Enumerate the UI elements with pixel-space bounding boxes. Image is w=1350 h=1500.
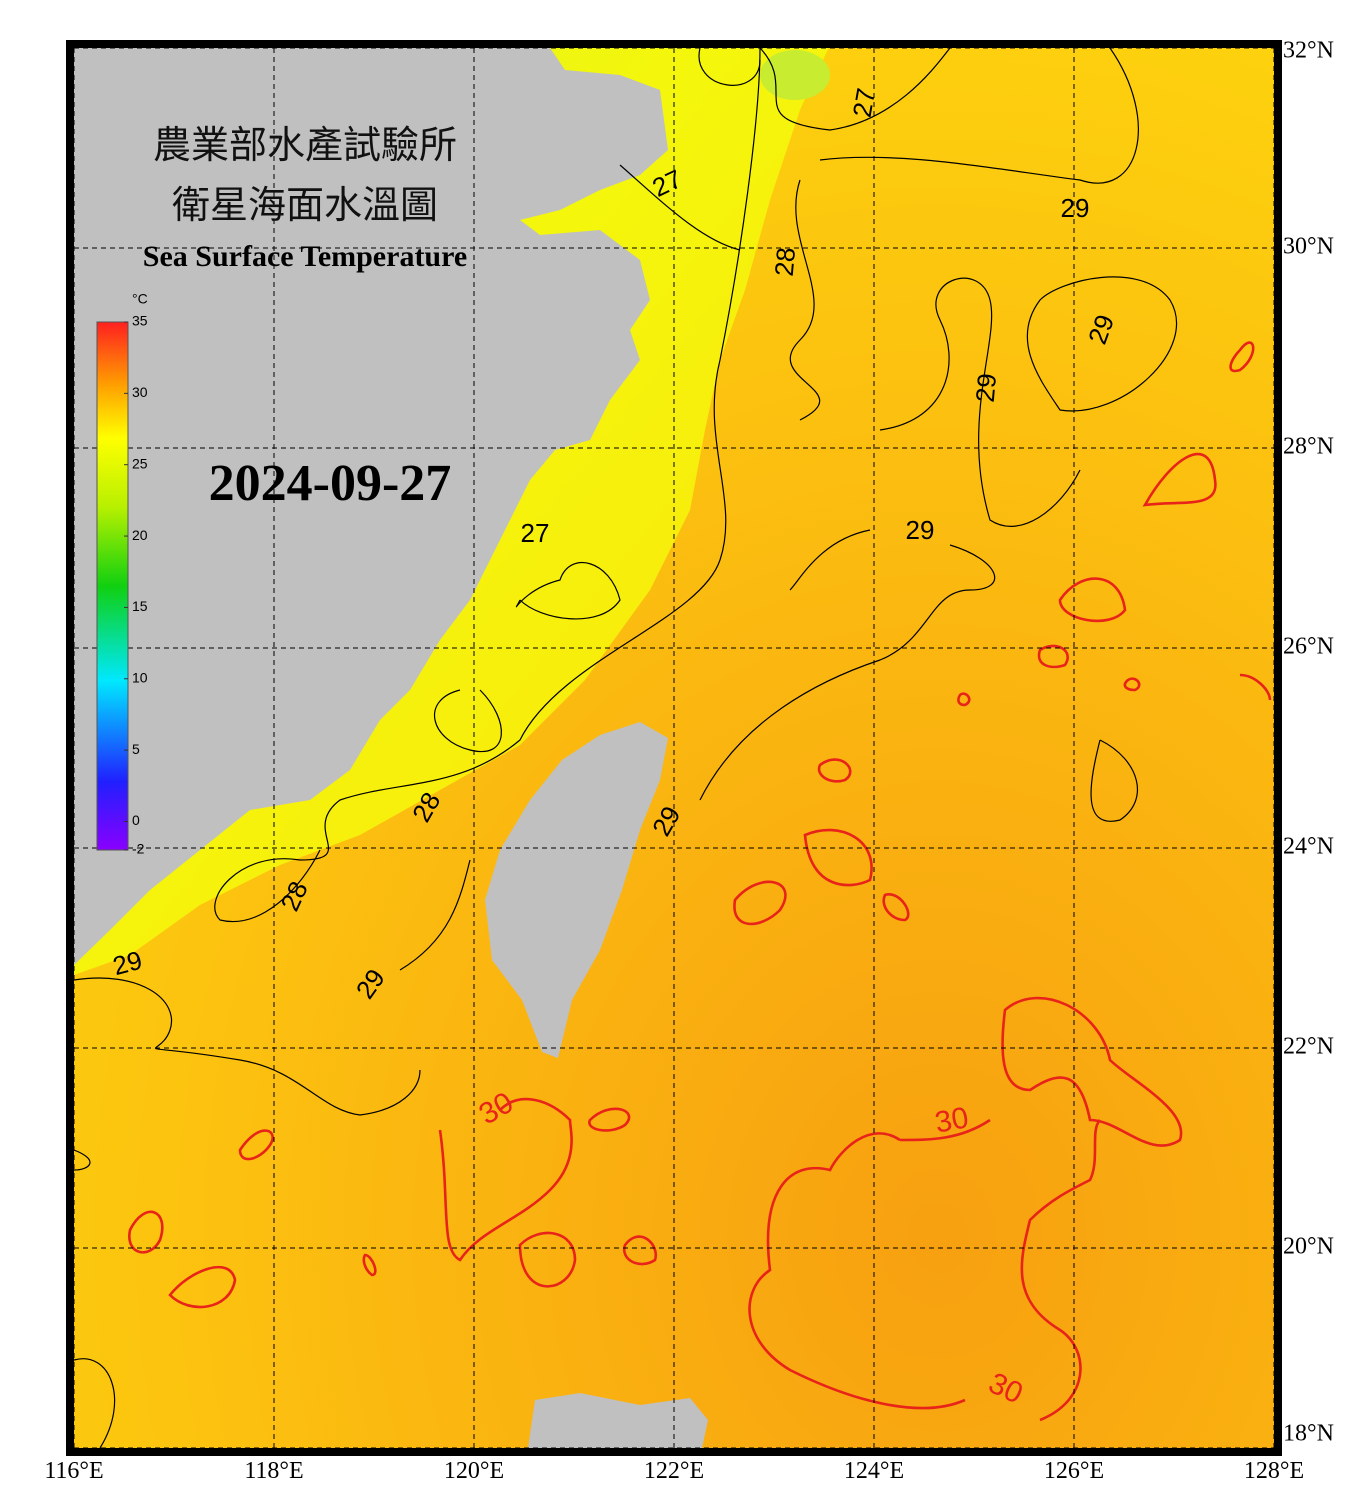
colorbar-tick-label: 25 — [132, 455, 148, 471]
title-en: Sea Surface Temperature — [143, 240, 467, 273]
contour-label: 27 — [847, 86, 882, 120]
lon-label: 116°E — [44, 1458, 103, 1484]
contour-label: 27 — [521, 518, 550, 548]
graticule — [74, 48, 1274, 1448]
contours-red — [128, 341, 1272, 1422]
colorbar-ticks: 35 30 25 20 15 10 5 0 -2 — [124, 313, 148, 857]
colorbar-tick-label: 0 — [132, 812, 140, 828]
lat-label: 20°N — [1283, 1234, 1334, 1260]
land-taiwan — [485, 722, 668, 1058]
axis-labels: 116°E 118°E 120°E 122°E 124°E 126°E 128°E 18°N 2… — [44, 38, 1334, 1485]
contour-label: 28 — [769, 246, 801, 277]
lat-label: 24°N — [1283, 834, 1334, 860]
contour-label: 30 — [932, 1101, 971, 1139]
land-china — [74, 48, 668, 965]
lat-label: 22°N — [1283, 1034, 1334, 1060]
map-frame — [66, 40, 1282, 1456]
lat-label: 28°N — [1283, 434, 1334, 460]
colorbar-tick-label: 20 — [132, 527, 148, 543]
colorbar-tick-label: -2 — [132, 841, 145, 857]
lat-label: 30°N — [1283, 234, 1334, 260]
lat-label: 18°N — [1283, 1421, 1334, 1447]
colorbar-tick-label: 15 — [132, 598, 148, 614]
colorbar-unit: °C — [132, 291, 148, 307]
contours-black — [74, 48, 1177, 1448]
lon-label: 126°E — [1044, 1458, 1104, 1484]
lon-label: 122°E — [644, 1458, 704, 1484]
contour-label: 29 — [970, 372, 1002, 403]
date: 2024-09-27 — [209, 455, 452, 512]
lon-label: 128°E — [1244, 1458, 1304, 1484]
colorbar — [96, 321, 129, 851]
colorbar-tick-label: 35 — [132, 313, 148, 329]
land-luzon — [528, 1393, 708, 1448]
lat-label: 26°N — [1283, 634, 1334, 660]
map-body: 27 27 28 29 29 29 29 27 28 29 28 29 29 3… — [74, 48, 1274, 1448]
colorbar-tick-label: 10 — [132, 669, 148, 685]
lon-label: 118°E — [244, 1458, 303, 1484]
lon-label: 120°E — [444, 1458, 504, 1484]
contour-label: 29 — [906, 515, 935, 545]
colorbar-tick-label: 30 — [132, 384, 148, 400]
lat-label: 32°N — [1283, 38, 1334, 64]
title-zh: 農業部水產試驗所 — [153, 123, 457, 167]
lon-label: 124°E — [844, 1458, 904, 1484]
colorbar-tick-label: 5 — [132, 741, 140, 757]
contour-label: 29 — [1061, 193, 1090, 223]
cool-patch — [760, 50, 830, 100]
title-zh: 衛星海面水溫圖 — [172, 183, 438, 227]
